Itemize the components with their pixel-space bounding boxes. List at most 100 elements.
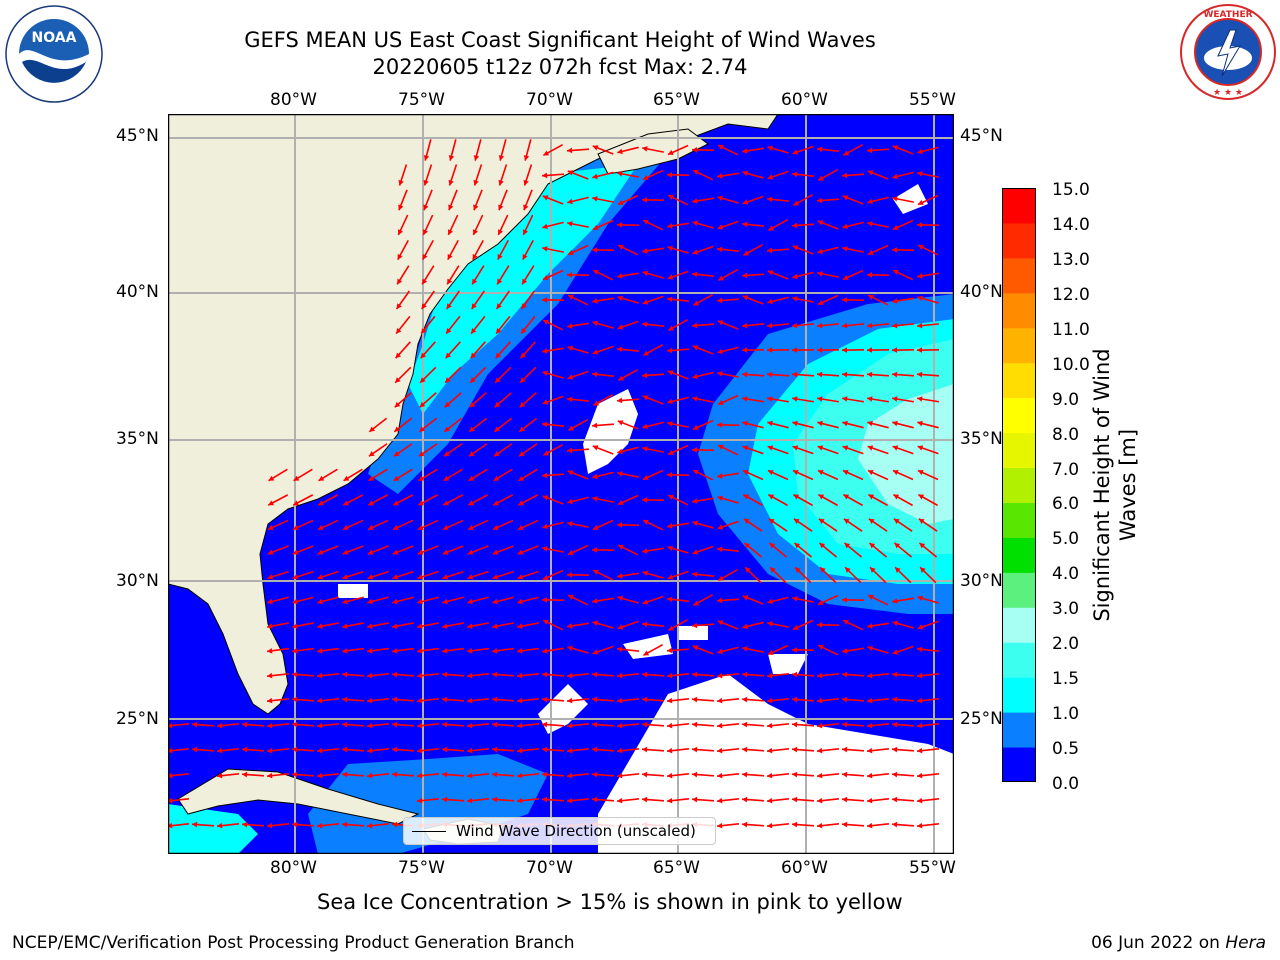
colorbar-tick-label: 7.0 (1052, 459, 1080, 480)
wave-direction-arrowhead (617, 471, 623, 477)
wave-direction-arrowhead (818, 644, 824, 650)
wave-direction-arrowhead (817, 445, 824, 451)
wave-direction-arrowhead (492, 623, 498, 629)
wave-direction-arrowhead (818, 175, 825, 181)
wave-direction-arrowhead (642, 423, 648, 430)
wave-direction-arrowhead (817, 622, 823, 628)
lat-tick-left: 30°N (116, 571, 159, 591)
wave-direction-arrowhead (542, 370, 549, 377)
wave-direction-arrowhead (419, 426, 425, 432)
lon-tick-top: 65°W (653, 90, 700, 110)
wave-direction-arrowhead (642, 621, 648, 628)
wave-direction-arrowhead (895, 567, 901, 573)
wave-direction-arrowhead (342, 623, 348, 629)
wave-direction-arrowhead (592, 721, 598, 728)
wave-direction-arrowhead (417, 574, 424, 580)
wave-band-east-2.0-3.0 (858, 384, 954, 524)
wave-direction-arrowhead (448, 179, 454, 186)
wave-direction-arrowhead (168, 822, 173, 829)
wave-direction-arrowhead (417, 697, 423, 704)
wave-direction-arrowhead (842, 648, 848, 654)
wave-direction-arrowhead (692, 645, 699, 651)
wave-direction-arrowhead (792, 222, 798, 229)
wave-direction-arrowhead (471, 327, 477, 334)
wave-direction-arrowhead (592, 473, 598, 480)
wave-direction-arrowhead (567, 549, 574, 555)
wave-direction-arrowhead (317, 672, 323, 679)
wave-direction-arrowhead (842, 172, 848, 179)
wave-direction-arrowhead (867, 747, 873, 754)
wave-direction-arrowhead (817, 396, 823, 402)
wave-direction-arrowhead (867, 198, 873, 205)
wave-direction-arrowhead (498, 155, 505, 161)
wave-direction-arrowhead (717, 473, 723, 479)
wave-direction-arrowhead (592, 771, 598, 778)
lat-tick-right: 30°N (960, 571, 1003, 591)
wave-direction-arrowhead (892, 671, 898, 678)
wave-direction-arrowhead (342, 771, 348, 778)
wave-direction-arrowhead (842, 322, 848, 329)
wave-direction-arrowhead (467, 574, 474, 580)
wave-direction-arrowhead (442, 771, 448, 778)
wave-direction-arrowhead (742, 623, 748, 630)
wave-direction-arrowhead (792, 821, 798, 828)
wave-direction-arrowhead (867, 147, 873, 154)
wave-direction-arrowhead (417, 524, 424, 531)
wave-direction-arrowhead (617, 295, 624, 302)
wave-direction-arrowhead (869, 543, 876, 549)
wave-direction-arrowhead (817, 220, 824, 226)
wave-direction-arrowhead (292, 574, 299, 580)
wave-direction-arrowhead (442, 671, 448, 678)
wave-direction-arrowhead (492, 796, 498, 803)
wave-direction-arrowhead (867, 797, 873, 804)
wave-direction-arrowhead (717, 495, 724, 502)
colorbar-segment (1002, 327, 1036, 364)
wave-direction-arrowhead (692, 345, 699, 351)
wave-direction-arrowhead (542, 472, 548, 479)
wave-direction-arrowhead (767, 371, 773, 378)
wave-direction-arrowhead (192, 746, 198, 753)
wave-direction-arrowhead (692, 721, 698, 728)
wave-direction-arrowhead (618, 375, 625, 381)
wave-direction-arrowhead (667, 449, 674, 455)
wave-direction-arrowhead (542, 348, 548, 354)
wave-direction-arrowhead (842, 396, 848, 402)
wave-direction-arrowhead (717, 546, 723, 553)
lat-tick-right: 35°N (960, 429, 1003, 449)
wave-direction-arrowhead (918, 494, 925, 500)
wave-direction-arrowhead (767, 196, 773, 203)
colorbar-segment (1002, 222, 1036, 259)
wave-direction-arrowhead (742, 148, 748, 154)
wave-direction-arrowhead (742, 671, 748, 678)
wave-direction-arrowhead (567, 221, 573, 227)
wave-direction-arrowhead (892, 298, 898, 304)
wave-direction-arrowhead (443, 500, 450, 506)
wave-direction-arrowhead (917, 595, 924, 602)
wave-direction-arrowhead (917, 295, 924, 302)
wave-direction-arrowhead (893, 518, 900, 524)
wave-direction-arrowhead (542, 597, 548, 603)
wave-direction-arrowhead (318, 475, 325, 481)
wave-direction-arrowhead (745, 567, 751, 573)
wave-direction-arrowhead (517, 623, 523, 629)
wave-direction-arrowhead (467, 797, 473, 804)
wave-direction-arrowhead (542, 523, 548, 530)
wave-direction-arrowhead (642, 671, 648, 678)
wave-direction-arrowhead (919, 543, 926, 549)
wave-direction-arrowhead (767, 469, 774, 476)
wave-direction-arrowhead (317, 574, 324, 580)
wave-direction-arrowhead (592, 224, 599, 230)
wave-direction-arrowhead (717, 597, 723, 604)
wave-direction-arrowhead (342, 671, 348, 678)
wave-direction-arrowhead (342, 648, 348, 654)
wave-direction-arrowhead (642, 446, 648, 452)
wave-direction-arrowhead (767, 270, 774, 276)
wave-direction-arrowhead (892, 145, 899, 151)
wave-direction-arrowhead (567, 797, 573, 804)
lon-tick-top: 60°W (781, 90, 828, 110)
wave-direction-arrowhead (767, 672, 773, 679)
wave-direction-arrowhead (470, 352, 477, 359)
lon-tick-top: 70°W (526, 90, 573, 110)
wave-direction-arrowhead (242, 771, 248, 778)
wave-direction-arrowhead (617, 573, 623, 579)
